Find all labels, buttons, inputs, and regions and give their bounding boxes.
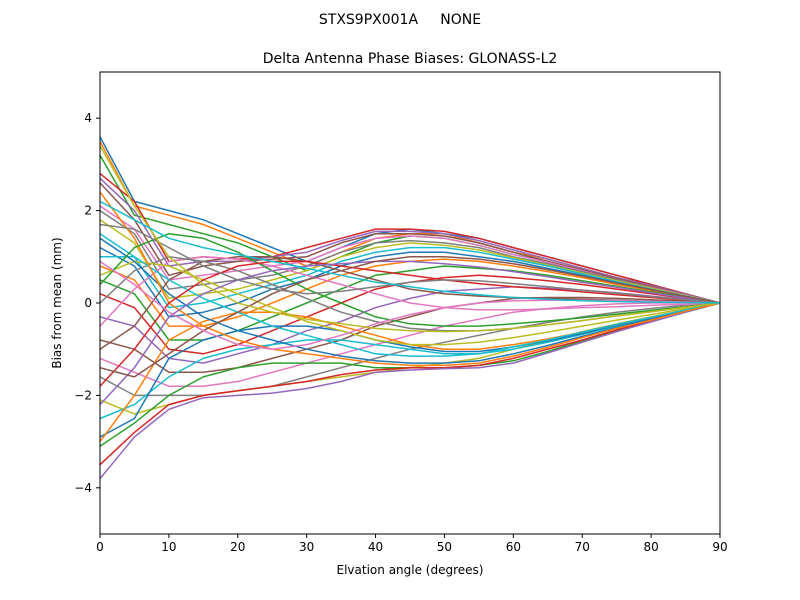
x-tick-label: 30 xyxy=(299,540,314,554)
x-axis-label: Elvation angle (degrees) xyxy=(337,563,484,577)
figure-suptitle: STXS9PX001A NONE xyxy=(319,12,481,28)
series-line-25 xyxy=(99,302,721,480)
series-line-10 xyxy=(99,233,721,309)
series-line-31 xyxy=(99,237,721,364)
series-line-38 xyxy=(99,223,721,304)
series-line-16 xyxy=(99,296,721,374)
y-tick-label: 0 xyxy=(84,296,92,310)
series-line-20 xyxy=(99,302,721,420)
series-line-17 xyxy=(99,302,720,387)
series-line-32 xyxy=(99,191,721,367)
x-tick-label: 20 xyxy=(230,540,245,554)
x-tick-label: 50 xyxy=(437,540,452,554)
x-tick-label: 90 xyxy=(712,540,727,554)
series-line-35 xyxy=(99,260,721,406)
series-line-27 xyxy=(99,256,721,327)
chart-title: Delta Antenna Phase Biases: GLONASS-L2 xyxy=(263,51,558,67)
y-tick-label: 2 xyxy=(84,204,92,218)
series-line-33 xyxy=(99,232,721,327)
x-tick-label: 40 xyxy=(368,540,383,554)
series-line-24 xyxy=(99,302,721,466)
y-axis-ticks: −4 −2 0 2 4 xyxy=(74,111,100,495)
series-line-39 xyxy=(99,145,721,333)
x-axis-ticks: 0 10 20 30 40 50 60 70 80 90 xyxy=(96,534,728,554)
series-line-37 xyxy=(99,260,721,350)
x-tick-label: 80 xyxy=(643,540,658,554)
x-tick-label: 0 xyxy=(96,540,104,554)
y-tick-label: −4 xyxy=(74,481,92,495)
series-line-40 xyxy=(99,200,721,304)
series-line-30 xyxy=(100,256,721,357)
series-layer xyxy=(99,136,721,480)
series-line-34 xyxy=(99,260,721,387)
series-line-21 xyxy=(99,302,721,438)
y-tick-label: −2 xyxy=(74,388,92,402)
x-tick-label: 10 xyxy=(161,540,176,554)
x-tick-label: 70 xyxy=(575,540,590,554)
x-tick-label: 60 xyxy=(506,540,521,554)
y-tick-label: 4 xyxy=(84,111,92,125)
y-axis-label: Bias from mean (mm) xyxy=(50,237,64,368)
